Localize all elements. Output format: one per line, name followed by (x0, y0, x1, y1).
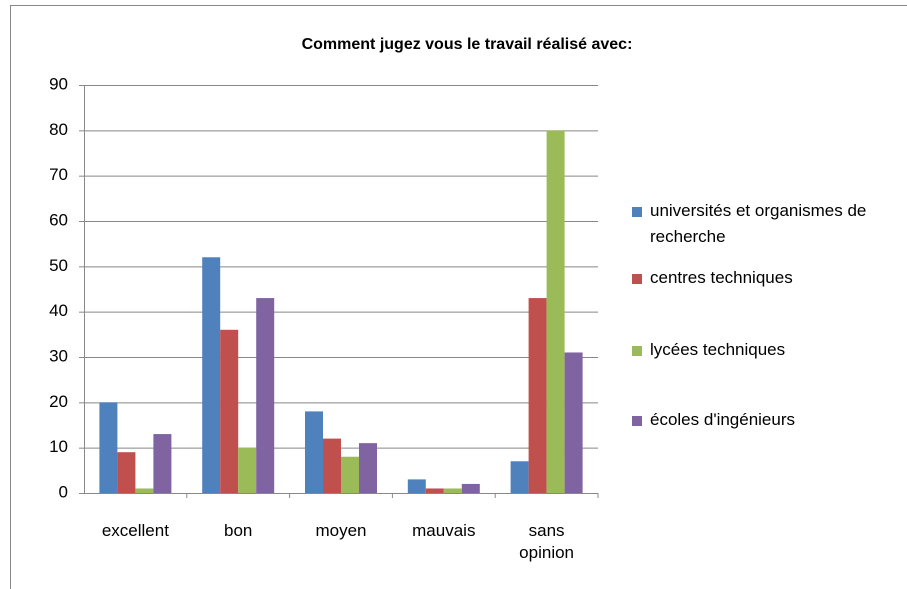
legend-label: écoles d'ingénieurs (650, 410, 796, 429)
bar (99, 402, 118, 493)
chart-title: Comment jugez vous le travail réalisé av… (302, 36, 633, 53)
chart-border (10, 5, 907, 589)
y-tick-label: 70 (49, 165, 68, 184)
y-tick-label: 90 (49, 74, 68, 93)
x-tick-label: sans opinion (519, 521, 574, 562)
legend-swatch (632, 207, 642, 217)
y-tick-label: 30 (49, 346, 68, 365)
bar (528, 298, 547, 493)
legend-label: centres techniques (650, 268, 793, 287)
y-tick-label: 60 (49, 210, 68, 229)
bar (461, 483, 480, 493)
bar (564, 352, 583, 493)
legend-label: universités et organismes de recherche (650, 201, 867, 246)
bar (425, 488, 444, 493)
y-tick-label: 20 (49, 392, 68, 411)
bar (443, 488, 462, 493)
x-tick-label: mauvais (412, 521, 476, 540)
y-tick-label: 40 (49, 301, 68, 320)
bar (135, 488, 154, 493)
legend-swatch (632, 416, 642, 426)
y-tick-label: 0 (59, 482, 68, 501)
legend-swatch (632, 274, 642, 284)
bar (153, 434, 172, 493)
bar (202, 257, 221, 493)
x-tick-label: excellent (101, 521, 169, 540)
legend-swatch (632, 346, 642, 356)
bar (220, 329, 239, 493)
x-tick-label: moyen (315, 521, 367, 540)
bar (256, 298, 275, 493)
bar (359, 443, 377, 493)
bar (546, 130, 565, 494)
bar (510, 461, 529, 493)
bar (341, 456, 359, 493)
y-tick-label: 10 (49, 437, 68, 456)
bar (305, 411, 323, 493)
bar (117, 452, 136, 493)
y-tick-label: 80 (49, 120, 68, 139)
bar (238, 447, 257, 493)
legend-label: lycées techniques (650, 340, 786, 359)
bar (407, 479, 426, 493)
x-tick-label: bon (224, 521, 253, 540)
bar (323, 438, 341, 493)
y-tick-label: 50 (49, 256, 68, 275)
